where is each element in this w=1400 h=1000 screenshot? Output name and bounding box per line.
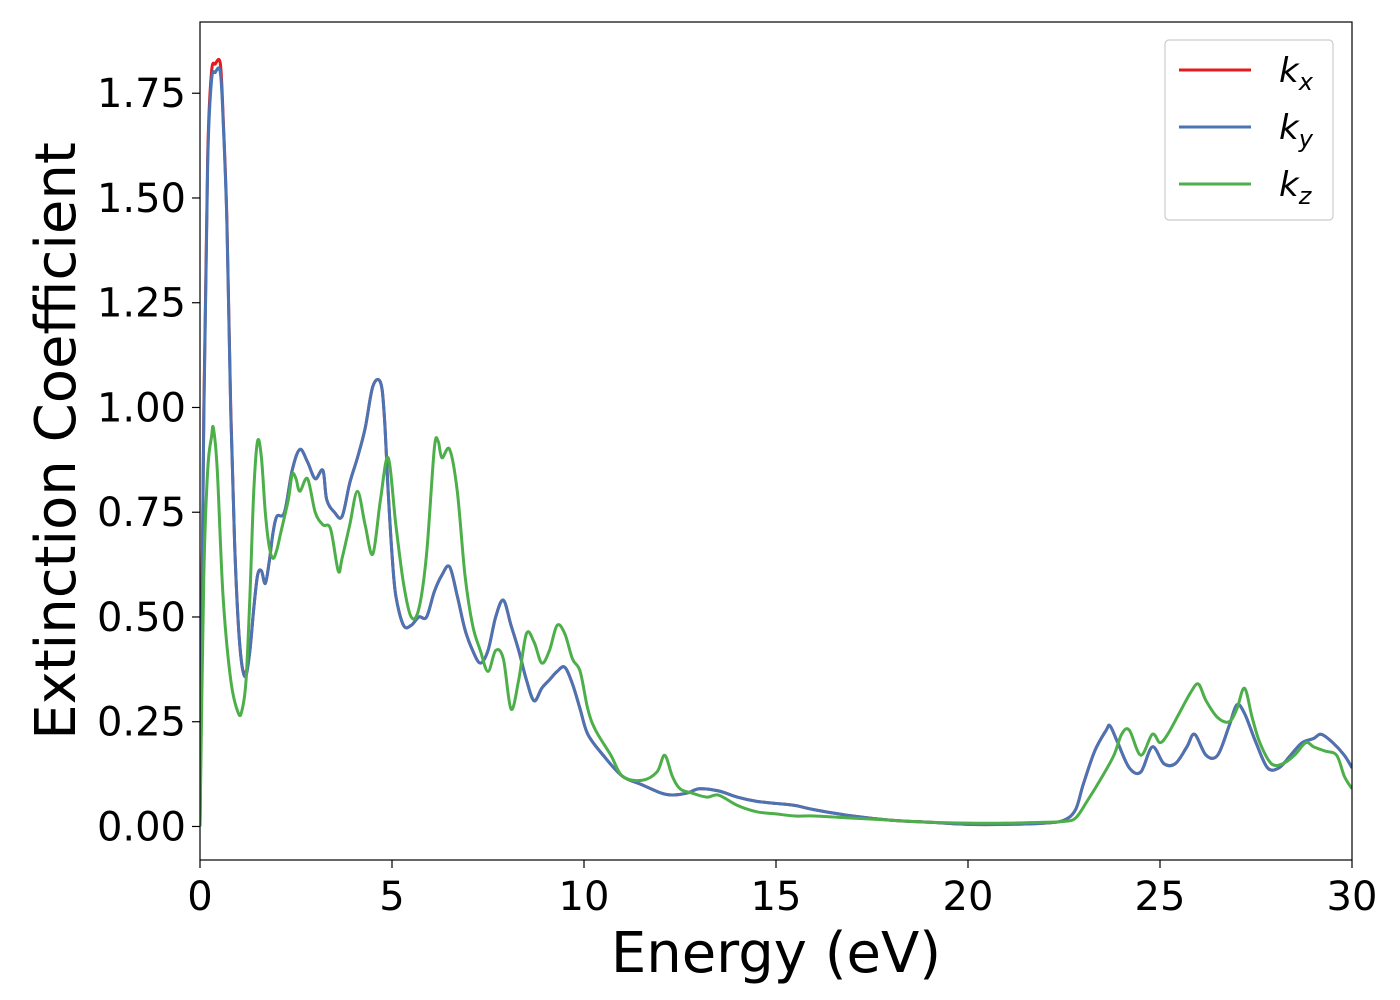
series-layer bbox=[200, 57, 1352, 827]
y-axis-title: Extinction Coefficient bbox=[24, 142, 89, 740]
series-line-ky bbox=[200, 66, 1352, 827]
x-tick-label: 0 bbox=[187, 874, 212, 920]
y-tick-label: 1.00 bbox=[97, 385, 186, 431]
y-tick-label: 0.50 bbox=[97, 595, 186, 641]
legend-label-ky: ky bbox=[1279, 108, 1314, 153]
legend-label-kz: kz bbox=[1279, 165, 1313, 210]
x-tick-label: 25 bbox=[1135, 874, 1186, 920]
x-tick-label: 30 bbox=[1327, 874, 1378, 920]
x-tick-label: 5 bbox=[379, 874, 404, 920]
y-axis-ticks: 0.00 0.25 0.50 0.75 1.00 1.25 1.50 1.75 bbox=[97, 71, 200, 850]
y-tick-label: 1.50 bbox=[97, 176, 186, 222]
y-tick-label: 1.75 bbox=[97, 71, 186, 117]
legend-label-kx: kx bbox=[1279, 51, 1314, 96]
x-tick-label: 15 bbox=[751, 874, 802, 920]
x-axis-title: Energy (eV) bbox=[611, 921, 941, 986]
x-tick-label: 20 bbox=[943, 874, 994, 920]
y-tick-label: 1.25 bbox=[97, 281, 186, 327]
y-tick-label: 0.00 bbox=[97, 804, 186, 850]
y-tick-label: 0.25 bbox=[97, 700, 186, 746]
y-tick-label: 0.75 bbox=[97, 490, 186, 536]
series-line-kz bbox=[200, 424, 1352, 827]
legend-box bbox=[1164, 39, 1334, 221]
legend: kx ky kz bbox=[1164, 39, 1334, 221]
x-tick-label: 10 bbox=[559, 874, 610, 920]
x-axis-ticks: 0 5 10 15 20 25 30 bbox=[187, 860, 1377, 920]
